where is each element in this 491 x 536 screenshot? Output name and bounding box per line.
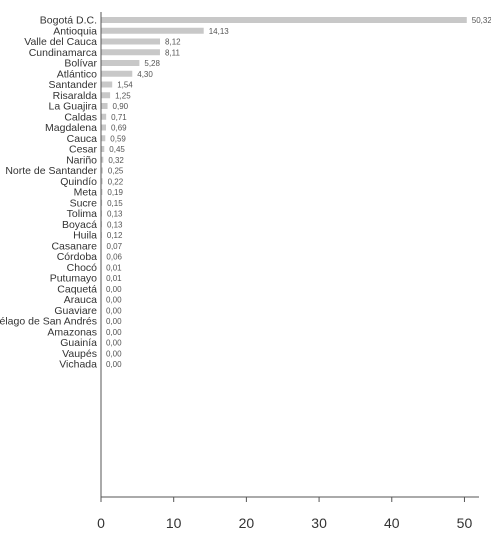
bar-value-label: 0,13 — [107, 210, 123, 219]
x-tick-label: 30 — [311, 515, 327, 531]
category-label: Tolima — [67, 208, 98, 220]
bar-value-label: 0,00 — [106, 339, 122, 348]
bar-value-label: 5,28 — [144, 59, 160, 68]
bar-value-label: 0,25 — [108, 167, 124, 176]
bar-value-label: 50,32 — [472, 16, 491, 25]
value-labels-group: 50,32 14,13 8,128,11 5,28 4,30 1,541,25 0,90 0,… — [106, 16, 491, 369]
bar-value-label: 1,54 — [117, 81, 133, 90]
bar-value-label: 0,71 — [111, 113, 127, 122]
bar-value-label: 0,00 — [106, 306, 122, 315]
category-label: Valle del Cauca — [24, 36, 97, 48]
bar-value-label: 8,12 — [165, 38, 181, 47]
bar — [101, 103, 108, 109]
category-label: Boyacá — [62, 219, 97, 231]
bar — [101, 189, 103, 195]
bar-value-label: 14,13 — [209, 27, 230, 36]
bar-value-label: 0,06 — [106, 253, 122, 262]
bar — [101, 92, 111, 99]
bar-value-label: 0,19 — [107, 188, 123, 197]
category-label: Arauca — [64, 294, 97, 306]
category-label: Bolívar — [64, 58, 97, 70]
bar-value-label: 4,30 — [137, 70, 153, 79]
bar — [101, 178, 103, 185]
bar-value-label: 0,59 — [110, 134, 126, 143]
category-label: Meta — [74, 187, 98, 199]
bar-value-label: 0,15 — [107, 199, 123, 208]
bar — [101, 113, 107, 120]
category-label: Bogotá D.C. — [40, 15, 97, 27]
category-label: Cundinamarca — [29, 47, 97, 59]
bar — [101, 60, 140, 66]
bar-value-label: 0,00 — [106, 296, 122, 305]
bar-value-label: 0,22 — [108, 177, 124, 186]
x-tick-label: 0 — [97, 515, 105, 531]
category-label: Antioquia — [53, 25, 97, 37]
bar-value-label: 1,25 — [115, 91, 131, 100]
x-tick-label: 20 — [239, 515, 255, 531]
bar-value-label: 0,07 — [107, 242, 123, 251]
x-ticks-group: 0 10 20 30 40 50 — [97, 497, 472, 531]
x-tick-label: 10 — [166, 515, 182, 531]
category-label: La Guajira — [49, 101, 98, 113]
category-label: Cauca — [67, 133, 98, 145]
category-label: Chocó — [67, 262, 98, 274]
bar — [101, 27, 204, 34]
bar-value-label: 0,00 — [106, 360, 122, 369]
bar — [101, 199, 103, 206]
category-label: Caquetá — [57, 283, 97, 295]
category-label: Casanare — [51, 240, 97, 252]
category-label: Quindío — [60, 176, 97, 188]
bar — [101, 146, 105, 152]
category-label: Putumayo — [50, 273, 97, 285]
category-label: Archipiélago de San Andrés — [0, 316, 97, 328]
bar — [101, 124, 107, 131]
bar-value-label: 8,11 — [165, 48, 181, 57]
category-label: Córdoba — [57, 251, 97, 263]
category-label: Guaviare — [54, 305, 97, 317]
bar-value-label: 0,01 — [106, 274, 122, 283]
category-label: Cesar — [69, 144, 98, 156]
bar — [101, 81, 113, 88]
bar-value-label: 0,13 — [107, 220, 123, 229]
bar-value-label: 0,01 — [106, 263, 122, 272]
bars-group — [101, 17, 467, 281]
category-label: Vaupés — [62, 348, 97, 360]
category-label: Huila — [73, 230, 97, 242]
category-label: Guainía — [60, 337, 97, 349]
category-label: Magdalena — [45, 122, 97, 134]
bar-value-label: 0,69 — [111, 124, 127, 133]
bar-value-label: 0,00 — [106, 317, 122, 326]
bar-value-label: 0,90 — [113, 102, 129, 111]
bar — [101, 167, 103, 174]
category-label: Nariño — [66, 154, 97, 166]
x-tick-label: 40 — [384, 515, 400, 531]
bar-value-label: 0,12 — [107, 231, 123, 240]
category-label: Vichada — [59, 359, 97, 371]
bar — [101, 49, 160, 56]
bar-value-label: 0,00 — [106, 349, 122, 358]
bar — [101, 17, 467, 23]
bar-value-label: 0,00 — [106, 328, 122, 337]
bar-value-label: 0,00 — [106, 285, 122, 294]
bar — [101, 70, 133, 77]
bar-value-label: 0,45 — [109, 145, 125, 154]
category-label: Atlántico — [57, 68, 97, 80]
category-label: Caldas — [64, 111, 97, 123]
category-label: Norte de Santander — [5, 165, 97, 177]
category-label: Santander — [49, 79, 98, 91]
bar-value-label: 0,32 — [108, 156, 124, 165]
bar — [101, 135, 106, 142]
category-label: Amazonas — [47, 326, 97, 338]
x-tick-label: 50 — [457, 515, 473, 531]
bar — [101, 156, 104, 163]
bar — [101, 38, 161, 45]
category-label: Sucre — [70, 197, 98, 209]
category-label: Risaralda — [53, 90, 98, 102]
